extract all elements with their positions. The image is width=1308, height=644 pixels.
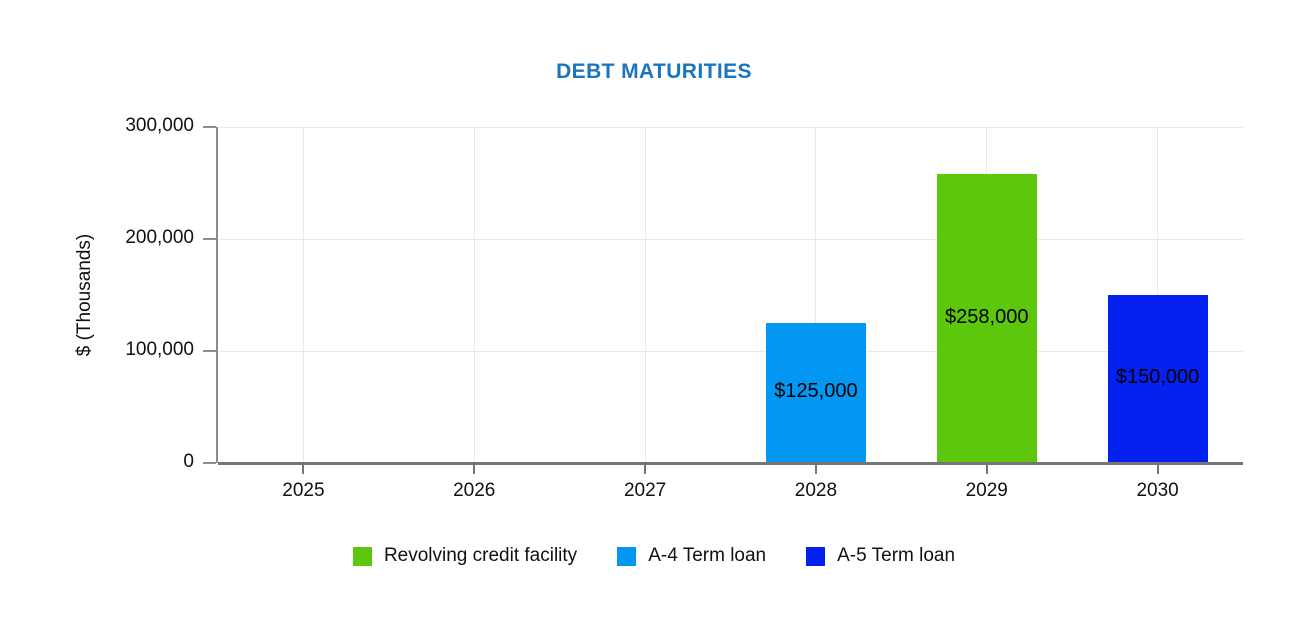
x-gridline	[473, 127, 475, 463]
legend: Revolving credit facility A-4 Term loan A-…	[0, 545, 1308, 567]
x-tick-label: 2030	[1136, 480, 1179, 501]
x-tick-mark	[302, 465, 305, 474]
x-gridline	[815, 127, 817, 463]
bar-value-label: $258,000	[945, 305, 1029, 328]
legend-label: A-4 Term loan	[648, 545, 767, 566]
legend-label: A-5 Term loan	[837, 545, 956, 566]
legend-item: A-5 Term loan	[806, 545, 955, 567]
legend-item: A-4 Term loan	[617, 545, 766, 567]
y-tick-mark	[203, 350, 216, 352]
x-tick-label: 2027	[623, 480, 667, 501]
y-tick-label: 200,000	[125, 227, 194, 248]
bar-2029	[936, 174, 1037, 463]
x-gridline	[302, 127, 304, 463]
x-tick-label: 2025	[282, 480, 325, 501]
bar-2028	[765, 323, 866, 463]
x-tick-label: 2028	[794, 480, 838, 501]
x-tick-mark	[1156, 465, 1159, 474]
y-gridline	[218, 350, 1243, 352]
x-tick-label: 2026	[453, 480, 496, 501]
x-tick-label: 2029	[965, 480, 1008, 501]
x-tick-mark	[473, 465, 476, 474]
y-axis-title: $ (Thousands)	[74, 233, 95, 357]
bar-value-label: $150,000	[1115, 366, 1200, 388]
y-tick-mark	[203, 238, 216, 240]
chart-title: DEBT MATURITIES	[556, 60, 752, 83]
y-tick-label: 100,000	[125, 339, 194, 360]
y-gridline	[218, 238, 1243, 240]
y-axis-line	[216, 127, 218, 463]
y-tick-mark	[203, 462, 216, 464]
x-tick-mark	[814, 465, 817, 474]
legend-swatch-icon	[806, 546, 826, 566]
y-tick-label: 0	[183, 451, 194, 472]
x-axis-line	[218, 462, 1243, 465]
y-gridline	[218, 126, 1243, 128]
y-tick-label: 300,000	[125, 115, 194, 136]
legend-swatch-icon	[617, 546, 637, 566]
x-tick-mark	[644, 465, 647, 474]
legend-swatch-icon	[352, 546, 372, 566]
bar-value-label: $125,000	[774, 380, 858, 402]
y-tick-mark	[203, 126, 216, 128]
legend-label: Revolving credit facility	[383, 545, 578, 566]
bar-2030	[1107, 295, 1208, 463]
legend-item: Revolving credit facility	[352, 545, 578, 567]
x-gridline	[644, 127, 646, 463]
x-tick-mark	[985, 465, 988, 474]
